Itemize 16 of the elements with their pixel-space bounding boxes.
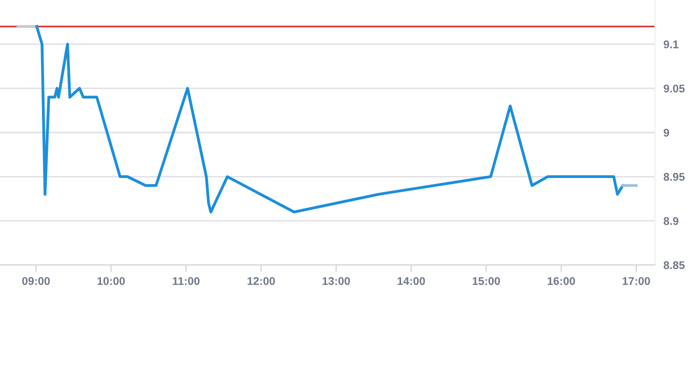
x-tick-label: 12:00 <box>248 277 275 285</box>
x-tick-label: 15:00 <box>472 277 500 285</box>
x-tick-label: 17:00 <box>622 277 650 285</box>
x-tick-label: 10:00 <box>98 277 125 285</box>
y-tick-label: 9.05 <box>664 84 685 92</box>
y-tick-label: 9.1 <box>664 40 678 48</box>
x-tick-label: 14:00 <box>398 277 425 285</box>
y-tick-label: 8.95 <box>664 172 685 181</box>
line-series <box>35 25 624 214</box>
x-tick-label: 13:00 <box>322 277 350 285</box>
x-tick-label: 11:00 <box>172 277 200 285</box>
x-tick-label: 09:00 <box>22 277 50 285</box>
x-tick-label: 16:00 <box>548 277 575 285</box>
y-tick-label: 9 <box>664 128 670 137</box>
y-tick-label: 8.9 <box>664 217 678 225</box>
y-tick-label: 8.85 <box>664 261 685 270</box>
